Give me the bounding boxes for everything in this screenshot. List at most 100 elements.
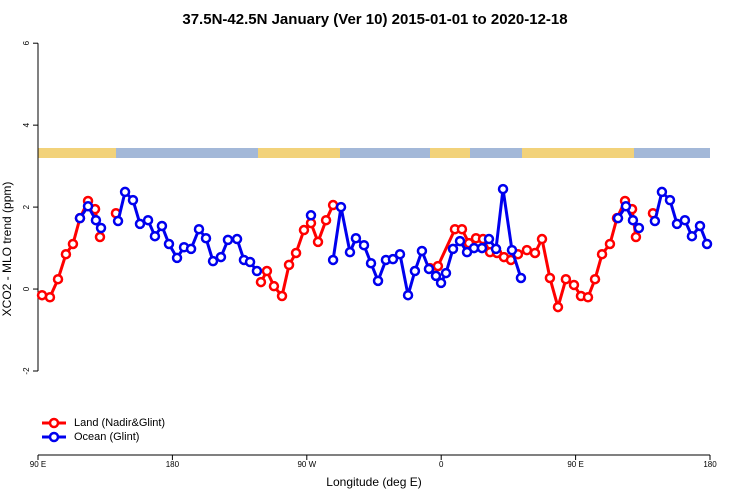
point — [490, 243, 502, 255]
point — [596, 248, 608, 260]
point — [679, 214, 691, 226]
point — [244, 256, 256, 268]
point — [149, 230, 161, 242]
point — [476, 242, 488, 254]
point — [193, 223, 205, 235]
y-tick-label: 4 — [22, 122, 31, 127]
point — [447, 243, 459, 255]
point — [430, 270, 442, 282]
legend-label: Ocean (Glint) — [74, 431, 139, 443]
point — [200, 232, 212, 244]
point — [320, 214, 332, 226]
point — [649, 215, 661, 227]
point — [423, 263, 435, 275]
point — [142, 214, 154, 226]
point — [312, 236, 324, 248]
land-segment — [258, 148, 340, 158]
y-axis-label: XCO2 - MLO trend (ppm) — [0, 182, 14, 317]
point — [231, 233, 243, 245]
x-tick-label: 90 E — [30, 460, 46, 469]
point — [90, 214, 102, 226]
point — [416, 245, 428, 257]
point — [44, 291, 56, 303]
land-segment — [522, 148, 634, 158]
point — [67, 238, 79, 250]
x-tick-label: 90 W — [297, 460, 316, 469]
point — [283, 259, 295, 271]
point — [394, 248, 406, 260]
x-axis-label: Longitude (deg E) — [326, 475, 421, 489]
point — [454, 235, 466, 247]
point — [255, 276, 267, 288]
point — [409, 265, 421, 277]
point — [156, 220, 168, 232]
point — [372, 275, 384, 287]
point — [402, 289, 414, 301]
x-tick-label: 180 — [703, 460, 717, 469]
chart-title: 37.5N-42.5N January (Ver 10) 2015-01-01 … — [182, 11, 567, 28]
point — [74, 212, 86, 224]
point — [544, 272, 556, 284]
legend-swatch-point — [48, 417, 60, 429]
x-tick-label: 90 E — [567, 460, 583, 469]
point — [290, 247, 302, 259]
point — [298, 224, 310, 236]
point — [686, 230, 698, 242]
point — [52, 273, 64, 285]
y-tick-label: -2 — [22, 367, 31, 375]
point — [305, 210, 317, 221]
point — [560, 273, 572, 285]
x-tick-label: 0 — [439, 460, 444, 469]
point — [612, 212, 624, 224]
point — [630, 231, 642, 243]
point — [701, 238, 713, 250]
point — [633, 222, 645, 234]
y-tick-label: 0 — [22, 286, 31, 291]
point — [694, 220, 706, 232]
point — [536, 233, 548, 245]
point — [589, 273, 601, 285]
land-ocean-strip — [38, 148, 710, 158]
point — [627, 214, 639, 226]
point — [268, 280, 280, 292]
point — [276, 290, 288, 302]
point — [127, 194, 139, 206]
land-segment — [38, 148, 116, 158]
point — [134, 218, 146, 230]
point — [185, 243, 197, 255]
point — [656, 186, 668, 198]
point — [435, 277, 447, 289]
point — [261, 265, 273, 277]
point — [327, 254, 339, 266]
point — [440, 267, 452, 279]
legend-label: Land (Nadir&Glint) — [74, 417, 165, 429]
point — [335, 201, 347, 213]
point — [582, 291, 594, 303]
point — [82, 201, 94, 212]
point — [529, 247, 541, 259]
point — [207, 255, 219, 267]
point — [358, 239, 370, 251]
point — [604, 238, 616, 250]
point — [515, 272, 527, 284]
point — [552, 301, 564, 313]
point — [664, 194, 676, 206]
point — [222, 234, 234, 246]
point — [95, 222, 107, 234]
point — [60, 248, 72, 260]
ocean-strip — [38, 148, 710, 158]
point — [215, 251, 227, 263]
y-tick-label: 6 — [22, 40, 31, 45]
point — [387, 253, 399, 265]
point — [671, 218, 683, 230]
point — [171, 252, 183, 264]
point — [483, 233, 495, 245]
point — [497, 183, 509, 195]
legend-swatch-point — [48, 431, 60, 443]
point — [251, 265, 263, 277]
point — [521, 244, 533, 256]
point — [432, 260, 444, 272]
land-segment — [430, 148, 470, 158]
point — [94, 231, 106, 243]
